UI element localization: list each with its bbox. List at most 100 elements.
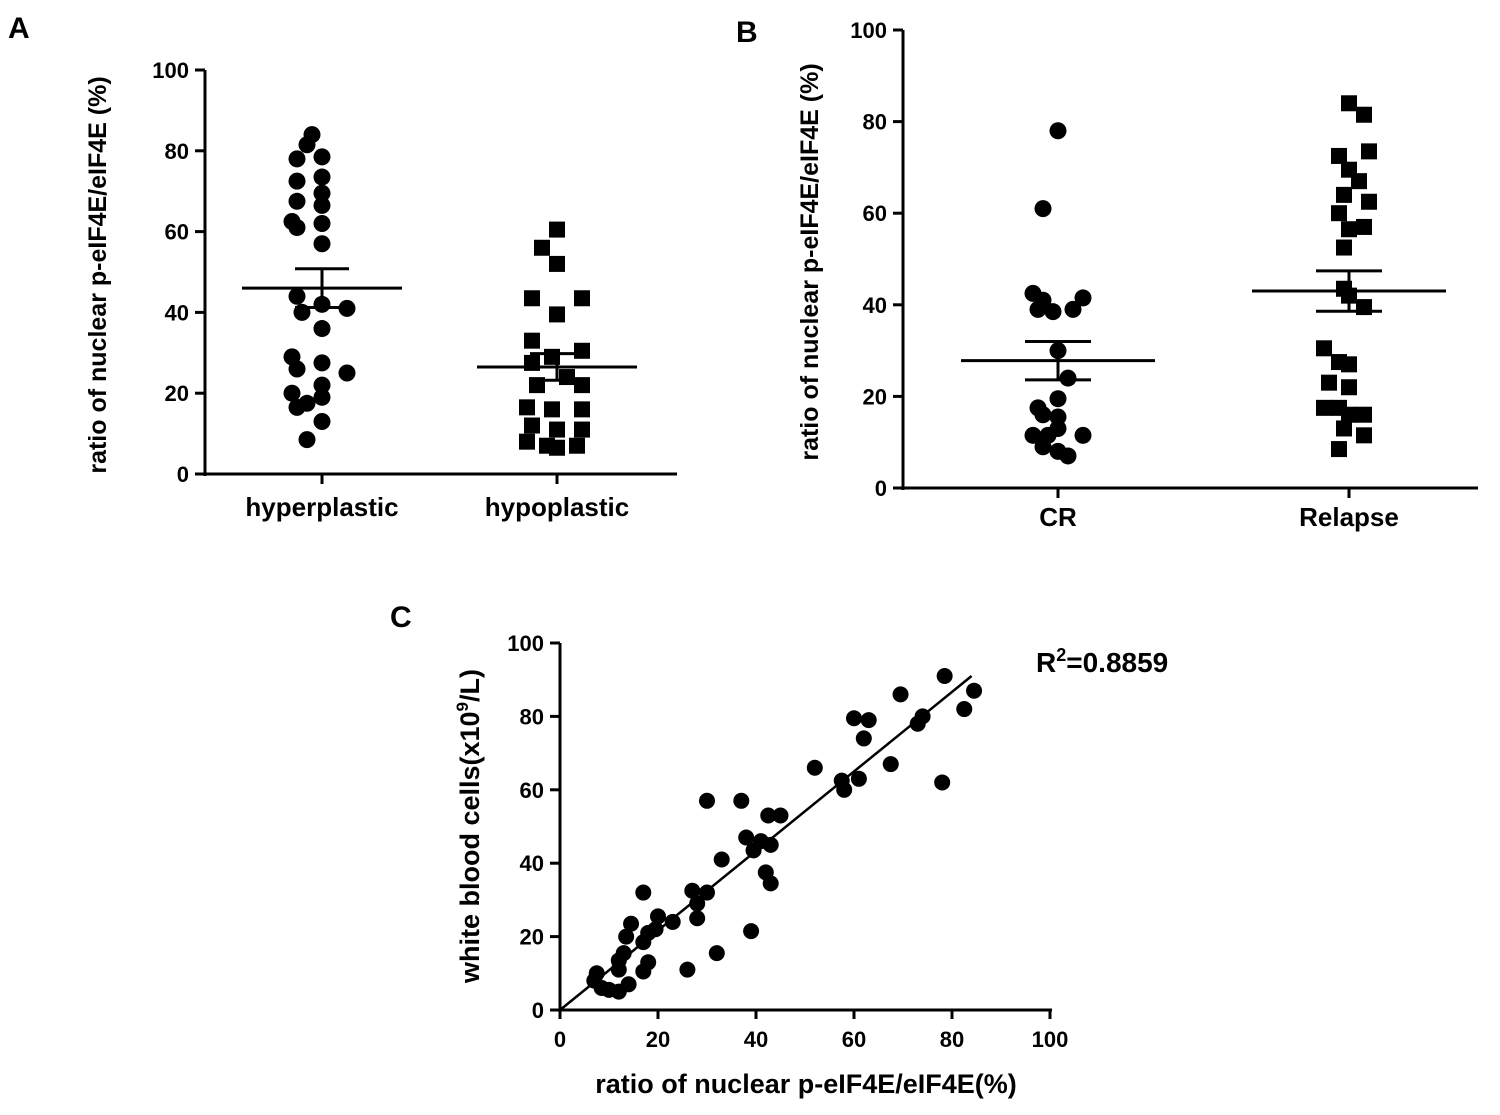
panel-b-y-tick-label: 60 [863, 201, 887, 226]
panel-c-point [860, 712, 877, 729]
panel-b-point-relapse [1316, 340, 1332, 357]
panel-c-point [892, 686, 909, 703]
panel-c-point [743, 923, 760, 940]
panel-c-point [733, 792, 750, 809]
panel-a-point-hyperplastic [313, 196, 331, 214]
panel-b-point-cr [1034, 200, 1052, 218]
panel-b-point-relapse [1336, 186, 1352, 203]
panel-a-point-hyperplastic [313, 388, 331, 406]
panel-a: A 0 20 40 60 80 100 ratio of nuclear p-eIF4E/… [8, 12, 677, 522]
panel-c-point [708, 945, 725, 962]
panel-b-point-relapse [1361, 143, 1377, 160]
panel-b-y-tick-label: 80 [863, 110, 887, 135]
panel-c-point [635, 934, 652, 951]
panel-b-letter: B [736, 16, 758, 49]
panel-c-point [762, 875, 779, 892]
panel-b-point-relapse [1321, 374, 1337, 391]
panel-b-point-cr [1049, 122, 1067, 140]
panel-a-point-hypoplastic [574, 401, 590, 418]
panel-a-y-tick-label: 100 [152, 58, 189, 83]
panel-a-point-hyperplastic [338, 364, 356, 382]
panel-a-point-hypoplastic [569, 437, 585, 454]
panel-a-point-hyperplastic [283, 384, 301, 402]
panel-a-point-hyperplastic [288, 150, 306, 168]
panel-b-point-relapse [1341, 95, 1357, 112]
panel-a-point-hypoplastic [524, 417, 540, 434]
panel-a-point-hypoplastic [559, 369, 575, 386]
panel-a-point-hyperplastic [313, 412, 331, 430]
panel-b-point-relapse [1331, 147, 1347, 164]
panel-c-point [934, 774, 951, 791]
panel-c-y-tick-label: 40 [520, 851, 544, 876]
panel-c-x-tick-label: 0 [554, 1027, 566, 1052]
panel-c-y-axis-title: white blood cells(x109/L) [453, 669, 485, 984]
panel-a-y-tick-label: 40 [165, 300, 189, 325]
panel-b-y-tick-label: 0 [875, 476, 887, 501]
panel-a-point-hyperplastic [313, 320, 331, 338]
panel-b-point-cr [1034, 438, 1052, 456]
panel-a-y-axis-title: ratio of nuclear p-eIF4E/eIF4E (%) [84, 76, 112, 473]
panel-c-point [836, 781, 853, 798]
panel-a-point-hypoplastic [574, 421, 590, 438]
panel-a-point-hyperplastic [288, 172, 306, 190]
panel-a-category-hyperplastic: hyperplastic [245, 492, 398, 522]
panel-c-point [635, 884, 652, 901]
panel-c-point [650, 908, 666, 925]
panel-a-point-hyperplastic [298, 136, 316, 154]
panel-a-point-hypoplastic [524, 332, 540, 349]
panel-c-point [635, 963, 652, 980]
panel-c-point [806, 759, 823, 776]
panel-a-point-hypoplastic [544, 401, 560, 418]
panel-c-point [855, 730, 872, 747]
panel-c-point [956, 701, 973, 718]
panel-b-point-relapse [1356, 218, 1372, 235]
panel-c-y-tick-label: 80 [520, 704, 544, 729]
panel-b-point-cr [1044, 303, 1062, 321]
panel-b-point-relapse [1341, 379, 1357, 396]
panel-a-point-hypoplastic [534, 239, 550, 256]
panel-b-point-cr [1049, 419, 1067, 437]
panel-a-point-hypoplastic [519, 399, 535, 416]
panel-c-point [618, 928, 635, 945]
panel-b-point-relapse [1356, 106, 1372, 123]
panel-b-point-cr [1064, 300, 1082, 318]
panel-b-point-cr [1059, 369, 1077, 387]
panel-a-point-hypoplastic [549, 439, 565, 456]
panel-a-point-hypoplastic [549, 421, 565, 438]
panel-c-point [772, 807, 789, 824]
panel-b-y-tick-label: 100 [850, 18, 887, 43]
panel-c-x-axis-title: ratio of nuclear p-eIF4E/eIF4E(%) [595, 1069, 1017, 1099]
panel-a-y-tick-label: 20 [165, 381, 189, 406]
panel-a-y-tick-label: 0 [177, 462, 189, 487]
panel-a-y-tick-label: 60 [165, 220, 189, 245]
panel-c-x-tick-label: 20 [646, 1027, 670, 1052]
panel-a-point-hypoplastic [519, 433, 535, 450]
panel-a-point-hypoplastic [574, 342, 590, 359]
panel-b-point-cr [1034, 406, 1052, 424]
panel-b-point-relapse [1356, 427, 1372, 444]
panel-c-x-tick-label: 100 [1032, 1027, 1069, 1052]
panel-c-point [610, 983, 627, 1000]
panel-c-point [745, 842, 762, 859]
panel-a-point-hyperplastic [288, 219, 306, 237]
panel-c-point [664, 913, 681, 930]
panel-b-point-relapse [1331, 205, 1347, 222]
panel-b-point-relapse [1341, 221, 1357, 238]
panel-c-x-tick-label: 40 [744, 1027, 768, 1052]
panel-a-point-hyperplastic [298, 431, 316, 449]
panel-c-point [610, 961, 627, 978]
panel-b-point-cr [1029, 300, 1047, 318]
panel-a-point-hyperplastic [288, 398, 306, 416]
panel-c-x-tick-label: 60 [842, 1027, 866, 1052]
panel-b-point-cr [1024, 426, 1042, 444]
panel-a-category-hypoplastic: hypoplastic [485, 492, 629, 522]
panel-c-point [689, 910, 706, 927]
panel-c-point [936, 668, 953, 685]
panel-a-point-hyperplastic [313, 148, 331, 166]
panel-c-point [760, 807, 777, 824]
panel-c-r-squared-annotation: R2=0.8859 [1036, 645, 1168, 678]
panel-a-point-hypoplastic [549, 255, 565, 272]
panel-b-point-relapse [1341, 406, 1357, 423]
panel-b: B 0 20 40 60 80 100 ratio of nuclear p-eIF4E/… [736, 16, 1478, 532]
